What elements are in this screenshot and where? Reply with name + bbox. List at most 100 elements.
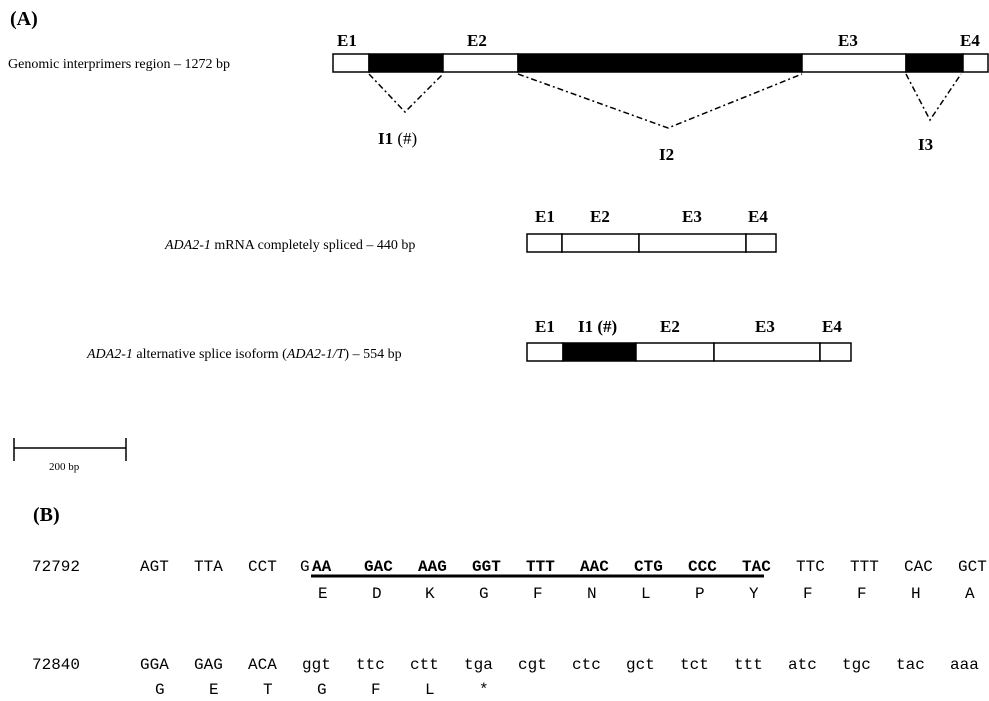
intron-label-i3: I3: [918, 135, 933, 154]
isoform-label-e3: E3: [755, 317, 775, 336]
isoform-intron-i1: [562, 342, 637, 362]
amino-acid: E: [318, 585, 328, 603]
seq-position-2: 72840: [32, 656, 80, 674]
genomic-exon-e3: [801, 53, 907, 73]
codon: ttt: [734, 656, 763, 674]
isoform-exon-e4: [819, 342, 852, 362]
splice-line-i3: [905, 73, 962, 122]
codon: TTA: [194, 558, 223, 576]
codon: tga: [464, 656, 493, 674]
codon: gct: [626, 656, 655, 674]
amino-acid: K: [425, 585, 435, 603]
codon: AGT: [140, 558, 169, 576]
isoform-label-e2: E2: [660, 317, 680, 336]
isoform-desc-mid: alternative splice isoform (: [133, 347, 287, 362]
sequence-line-2: GGA GAG ACA ggt ttc ctt tga cgt ctc gct tct ttt atc t…: [140, 656, 979, 674]
mrna-label-e2: E2: [590, 207, 610, 226]
amino-acid: E: [209, 681, 219, 699]
scale-bar-label: 200 bp: [49, 461, 80, 473]
amino-acid: Y: [749, 585, 759, 603]
mrna-desc-italic: ADA2-1: [164, 238, 211, 253]
genomic-label-e4: E4: [960, 31, 980, 50]
isoform-description: ADA2-1 alternative splice isoform (ADA2-…: [86, 347, 402, 362]
isoform-label-i1: I1 (#): [578, 317, 617, 336]
codon: ctc: [572, 656, 601, 674]
isoform-desc-italic: ADA2-1: [86, 347, 133, 362]
amino-acid: G: [155, 681, 165, 699]
codon: GGT: [472, 558, 501, 576]
mrna-gene-map: [526, 233, 777, 253]
splice-line-i2: [517, 73, 803, 129]
codon: TTC: [796, 558, 825, 576]
isoform-desc-italic2: ADA2-1/T: [286, 347, 346, 362]
codon: TAC: [742, 558, 771, 576]
amino-acid: H: [911, 585, 921, 603]
splice-lines: [368, 73, 962, 129]
codon: ctt: [410, 656, 439, 674]
amino-acid: L: [425, 681, 435, 699]
amino-acid: F: [857, 585, 867, 603]
panel-a-label: (A): [10, 8, 38, 30]
sequence-line-1: AGT TTA CCT G AA GAC AAG GGT TTT AAC CTG CCC TAC TTC T…: [140, 558, 987, 576]
genomic-gene-map: [332, 53, 989, 73]
codon: AAG: [418, 558, 447, 576]
codon: tac: [896, 656, 925, 674]
amino-acid: P: [695, 585, 705, 603]
scale-bar: [13, 438, 127, 461]
codon: GGA: [140, 656, 169, 674]
isoform-exon-e1: [526, 342, 564, 362]
genomic-exon-e1: [332, 53, 370, 73]
genomic-label-e3: E3: [838, 31, 858, 50]
mrna-label-e4: E4: [748, 207, 768, 226]
mrna-exon-e4: [745, 233, 777, 253]
codon: CCC: [688, 558, 717, 576]
amino-acid: G: [479, 585, 489, 603]
genomic-label-e2: E2: [467, 31, 487, 50]
amino-acid: A: [965, 585, 975, 603]
amino-acid: N: [587, 585, 597, 603]
isoform-label-e1: E1: [535, 317, 555, 336]
amino-acid: F: [533, 585, 543, 603]
genomic-label-e1: E1: [337, 31, 357, 50]
codon: GAG: [194, 656, 223, 674]
codon: ACA: [248, 656, 277, 674]
codon: GAC: [364, 558, 393, 576]
aa-line-2: G E T G F L *: [155, 681, 489, 699]
amino-acid: T: [263, 681, 273, 699]
codon: G: [300, 558, 310, 576]
mrna-exon-e1: [526, 233, 563, 253]
mrna-description: ADA2-1 mRNA completely spliced – 440 bp: [164, 238, 415, 253]
mrna-exon-e2: [561, 233, 640, 253]
amino-acid: F: [803, 585, 813, 603]
codon: atc: [788, 656, 817, 674]
mrna-exon-e3: [638, 233, 747, 253]
isoform-exon-e2: [635, 342, 715, 362]
codon: cgt: [518, 656, 547, 674]
genomic-intron-i3: [905, 53, 964, 73]
codon: tgc: [842, 656, 871, 674]
codon: CAC: [904, 558, 933, 576]
isoform-exon-e3: [713, 342, 821, 362]
codon: TTT: [526, 558, 555, 576]
intron-label-i2: I2: [659, 145, 674, 164]
genomic-exon-e2: [442, 53, 519, 73]
panel-b-label: (B): [33, 504, 60, 526]
intron-label-i1: I1 (#): [378, 129, 417, 148]
genomic-description: Genomic interprimers region – 1272 bp: [8, 57, 230, 72]
splice-line-i1: [368, 73, 444, 114]
codon: ttc: [356, 656, 385, 674]
codon: GCT: [958, 558, 987, 576]
mrna-label-e3: E3: [682, 207, 702, 226]
amino-acid: F: [371, 681, 381, 699]
genomic-intron-i2: [517, 53, 803, 73]
codon: CTG: [634, 558, 663, 576]
codon: TTT: [850, 558, 879, 576]
isoform-desc-end: ) – 554 bp: [344, 347, 401, 362]
codon: ggt: [302, 656, 331, 674]
amino-acid: *: [479, 681, 489, 699]
genomic-intron-i1: [368, 53, 444, 73]
amino-acid: D: [372, 585, 382, 603]
amino-acid: G: [317, 681, 327, 699]
intron-label-i1-name: I1: [378, 129, 393, 148]
